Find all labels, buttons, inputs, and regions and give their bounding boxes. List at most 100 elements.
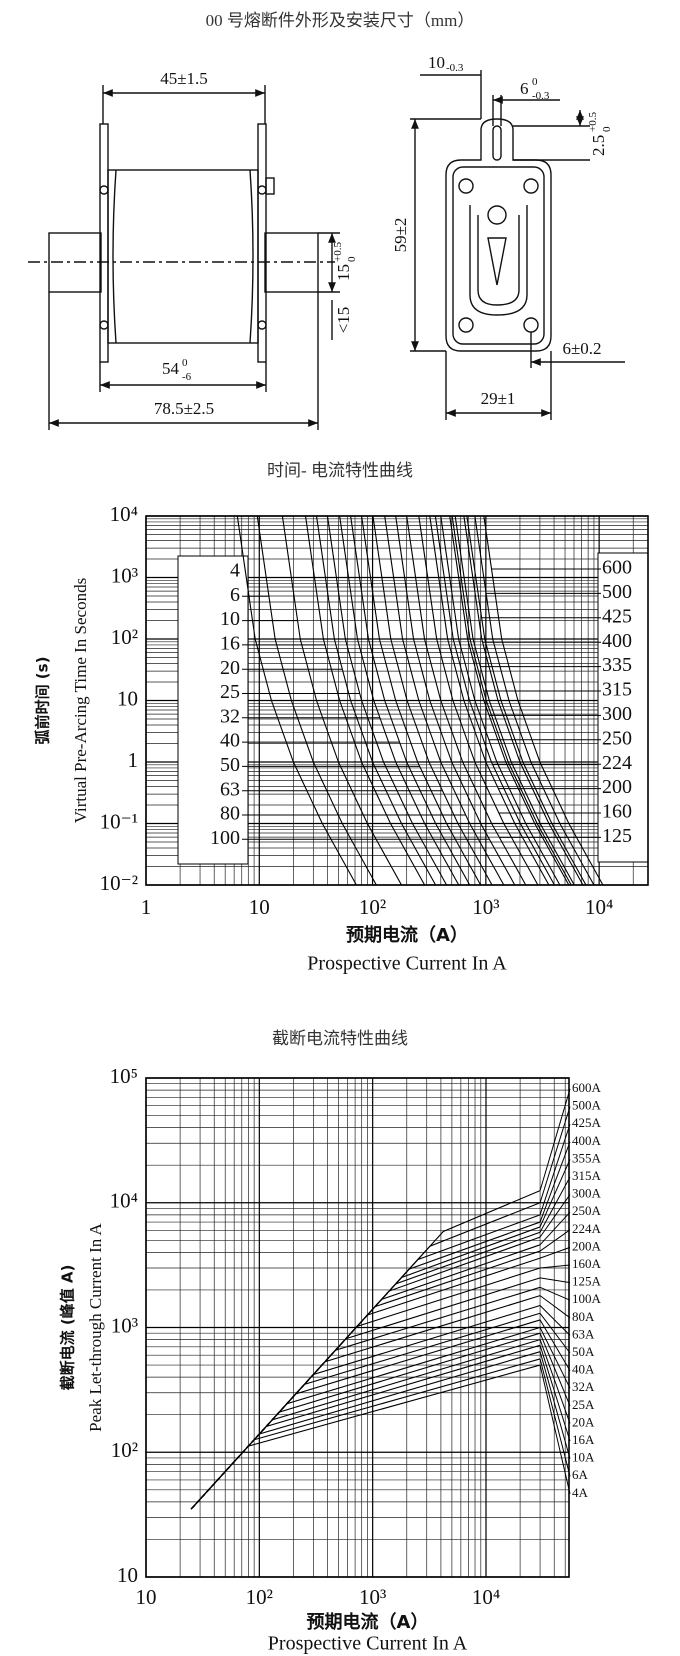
y-tick-label: 10² — [111, 1438, 138, 1462]
curve — [440, 515, 561, 886]
dimension: 54 0 -6 — [162, 357, 192, 383]
dimension: 59±2 — [391, 218, 410, 253]
dimension-lower: 0 — [601, 126, 613, 132]
y-tick-label: 10² — [111, 625, 138, 649]
curve-label: 100A — [572, 1291, 602, 1306]
chart: 截断电流特性曲线 10 10² 10³ 10⁴ 10 10² 10³ 10⁴ 10⁵ 预期电流（A）… — [59, 1029, 602, 1655]
leader-line — [539, 1305, 571, 1336]
drawing-line — [257, 320, 267, 330]
curve-label: 100 — [210, 827, 240, 849]
x-tick-label: 10⁴ — [472, 1585, 500, 1609]
curve-label: 20A — [572, 1414, 595, 1429]
y-tick-label: 10⁴ — [110, 502, 138, 526]
curve-label: 50 — [220, 754, 240, 776]
curve-label: 200 — [602, 776, 632, 798]
curve-label: 315A — [572, 1168, 602, 1183]
x-tick-label: 10⁴ — [585, 895, 613, 919]
leader-line — [539, 1159, 571, 1228]
leader-line — [539, 1351, 571, 1459]
curve-label: 400 — [602, 630, 632, 652]
drawing-line — [452, 166, 545, 345]
curve — [384, 515, 505, 886]
chart: 时间- 电流特性曲线 1 10 10² 10³ 10⁴ 10⁻² 10⁻¹ 1 10 10² 10³ 1… — [34, 461, 649, 975]
curve — [236, 515, 357, 886]
y-tick-label: 10 — [117, 686, 138, 710]
y-axis-label: 截断电流 (峰值 A) — [59, 1265, 77, 1391]
y-axis-label: 弧前时间 (s) — [34, 657, 52, 745]
y-axis-label: Peak Let-through Current In A — [86, 1222, 105, 1431]
curve-label: 25 — [220, 681, 240, 703]
curve-label: 16 — [220, 632, 240, 654]
curve-label: 224 — [602, 752, 632, 774]
leader-line — [539, 1211, 571, 1246]
x-axis-label: 预期电流（A） — [346, 924, 468, 946]
curve — [372, 515, 493, 886]
curve-label: 315 — [602, 679, 632, 701]
curve — [339, 515, 460, 886]
curve-label: 16A — [572, 1432, 595, 1447]
curve-label: 32 — [220, 705, 240, 727]
curve-label: 224A — [572, 1221, 602, 1236]
curve — [304, 515, 426, 886]
curve-label: 355A — [572, 1150, 602, 1165]
drawing-line — [249, 169, 254, 344]
drawing-line — [458, 317, 474, 333]
drawing-line — [99, 320, 109, 330]
curve — [429, 515, 550, 886]
drawing-line — [112, 169, 117, 344]
dimension-upper: 0 — [182, 357, 188, 369]
curve-label: 10A — [572, 1450, 595, 1465]
drawing-line — [99, 185, 109, 195]
curve — [449, 515, 570, 886]
leader-line — [539, 1364, 571, 1494]
dimension-lower: -6 — [182, 371, 192, 383]
drawing-line — [107, 169, 259, 344]
drawing-line — [445, 118, 552, 352]
curve — [190, 1190, 541, 1510]
dimension-main: 15 — [334, 264, 353, 281]
y-tick-label: 10³ — [111, 1313, 138, 1337]
dimension: 6 0 -0.3 — [520, 76, 550, 102]
curve-label: 500A — [572, 1098, 602, 1113]
curve — [281, 515, 402, 886]
y-axis-label: Virtual Pre-Arcing Time In Seconds — [71, 578, 90, 823]
dimension: 78.5±2.5 — [154, 399, 214, 418]
curve-label: 4 — [230, 560, 240, 582]
drawing-line — [265, 177, 275, 195]
dimension-main: 10 — [428, 53, 445, 72]
curve — [466, 515, 587, 886]
curve-label: 500 — [602, 581, 632, 603]
x-tick-label: 10³ — [472, 895, 499, 919]
y-tick-label: 10 — [117, 1563, 138, 1587]
curve — [256, 515, 377, 886]
curve-label: 300A — [572, 1186, 602, 1201]
leader-line — [539, 1358, 571, 1477]
x-tick-label: 10² — [359, 895, 386, 919]
curve — [483, 515, 604, 886]
curve-label: 250A — [572, 1203, 602, 1218]
x-tick-label: 1 — [141, 895, 152, 919]
x-axis-label: Prospective Current In A — [268, 1633, 468, 1655]
leader-line — [539, 1194, 571, 1238]
outline-drawing — [28, 70, 625, 430]
dimension: 2.5 +0.5 0 — [587, 112, 613, 156]
curve-label: 80A — [572, 1309, 595, 1324]
dimension: 15 +0.5 0 — [332, 242, 358, 281]
x-tick-label: 10 — [249, 895, 270, 919]
dimension-upper: +0.5 — [587, 112, 599, 132]
leader-line — [539, 1319, 571, 1371]
x-axis-label: 预期电流（A） — [307, 1611, 429, 1633]
drawing-line — [257, 185, 267, 195]
leader-line — [539, 1124, 571, 1215]
leader-line — [539, 1286, 571, 1301]
curve-label: 63A — [572, 1326, 595, 1341]
dimension-lower: 0 — [346, 256, 358, 262]
y-tick-label: 10⁻¹ — [100, 809, 138, 833]
y-tick-label: 1 — [128, 748, 139, 772]
y-tick-label: 10⁻² — [100, 871, 138, 895]
curve-label: 335 — [602, 654, 632, 676]
leader-line — [540, 1264, 571, 1269]
curve-label: 6A — [572, 1467, 589, 1482]
